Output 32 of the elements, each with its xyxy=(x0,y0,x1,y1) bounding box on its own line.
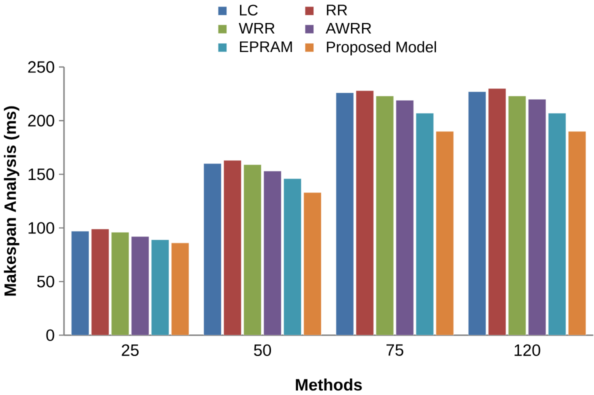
bar xyxy=(468,92,486,336)
bar xyxy=(396,100,414,336)
y-tick-label: 100 xyxy=(28,222,54,234)
legend-label: WRR xyxy=(238,23,275,34)
bar xyxy=(528,99,546,336)
x-tick-label: 50 xyxy=(254,344,272,356)
x-tick-label: 25 xyxy=(122,344,139,356)
y-tick-label: 250 xyxy=(28,61,54,74)
legend-label: AWRR xyxy=(326,23,372,34)
bar xyxy=(283,178,302,336)
bar xyxy=(263,171,282,336)
y-tick-label: 0 xyxy=(46,330,54,342)
bar xyxy=(436,131,454,336)
x-axis-title: Methods xyxy=(296,378,362,391)
y-tick-label: 50 xyxy=(37,276,54,288)
legend-label: RR xyxy=(326,5,348,16)
y-tick-label: 200 xyxy=(28,115,54,127)
legend-label: EPRAM xyxy=(240,42,292,52)
bar xyxy=(303,192,322,336)
bar xyxy=(243,164,262,336)
y-axis-title: Makespan Analysis (ms) xyxy=(4,106,20,296)
bar xyxy=(131,236,150,336)
x-tick-label: 120 xyxy=(514,344,540,356)
bar xyxy=(171,242,190,336)
y-tick-label: 150 xyxy=(28,168,54,180)
bar xyxy=(223,160,242,336)
bar xyxy=(203,164,222,336)
bar xyxy=(568,131,586,336)
legend-label: Proposed Model xyxy=(326,41,436,56)
x-tick-label: 75 xyxy=(386,344,404,356)
bar xyxy=(488,88,506,336)
legend-label: LC xyxy=(240,4,258,16)
